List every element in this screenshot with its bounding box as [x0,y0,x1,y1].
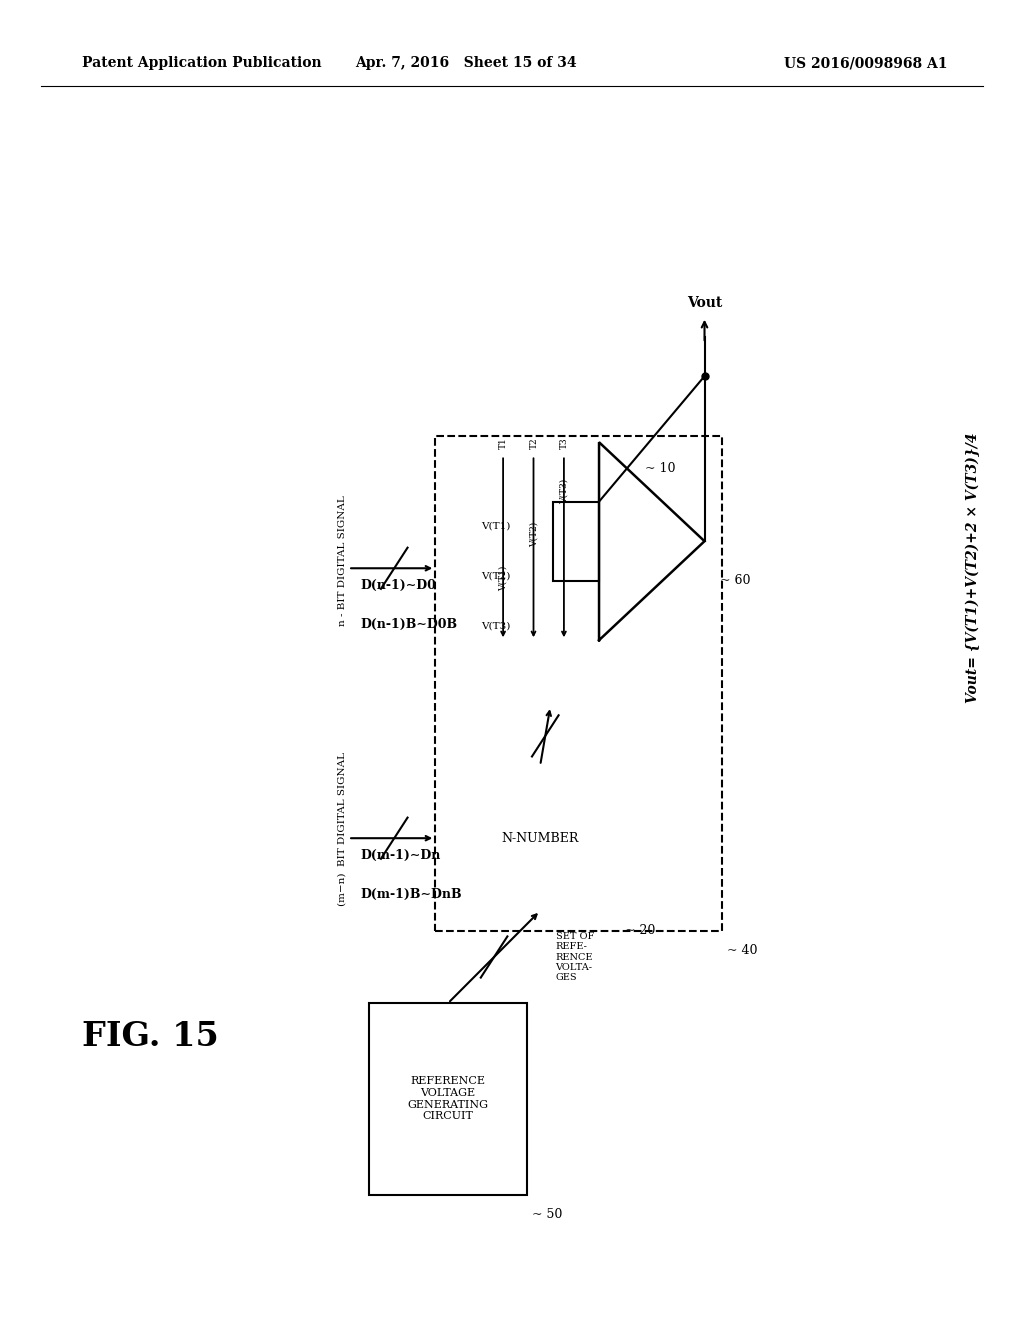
Text: T2: T2 [529,437,539,449]
Text: D(m-1)B∼DnB: D(m-1)B∼DnB [360,888,462,902]
Text: ~ 10: ~ 10 [645,462,676,475]
Text: V(T2): V(T2) [529,521,539,546]
Text: V(T3): V(T3) [481,622,511,631]
Text: V(T1): V(T1) [499,565,508,591]
Text: D(n-1)∼D0: D(n-1)∼D0 [360,578,436,591]
Text: ~ 40: ~ 40 [727,944,758,957]
Text: Apr. 7, 2016   Sheet 15 of 34: Apr. 7, 2016 Sheet 15 of 34 [355,57,577,70]
Text: V(T2): V(T2) [481,572,511,581]
Text: T1: T1 [499,437,508,449]
Text: US 2016/0098968 A1: US 2016/0098968 A1 [783,57,947,70]
Text: REFERENCE
VOLTAGE
GENERATING
CIRCUIT: REFERENCE VOLTAGE GENERATING CIRCUIT [408,1077,488,1121]
Text: Vout= {V(T1)+V(T2)+2 × V(T3)}/4: Vout= {V(T1)+V(T2)+2 × V(T3)}/4 [966,433,980,702]
Text: (m−n)  BIT DIGITAL SIGNAL: (m−n) BIT DIGITAL SIGNAL [338,752,347,907]
Text: ~ 50: ~ 50 [532,1208,563,1221]
Text: n - BIT DIGITAL SIGNAL: n - BIT DIGITAL SIGNAL [338,495,347,627]
Text: N-NUMBER: N-NUMBER [502,832,579,845]
Text: T3: T3 [560,437,568,449]
Bar [435,436,722,931]
Text: D(m-1)∼Dn: D(m-1)∼Dn [360,849,440,862]
Bar [369,1003,527,1195]
Text: D(n-1)B∼D0B: D(n-1)B∼D0B [360,618,458,631]
Bar [466,766,614,911]
Text: FIG. 15: FIG. 15 [82,1019,219,1053]
Text: Patent Application Publication: Patent Application Publication [82,57,322,70]
Bar [466,455,635,706]
Text: ~ 60: ~ 60 [720,574,751,587]
Text: Vout: Vout [687,296,722,310]
Bar [553,502,599,581]
Text: SET OF
REFE-
RENCE
VOLTA-
GES: SET OF REFE- RENCE VOLTA- GES [555,932,594,982]
Text: ~ 20: ~ 20 [625,924,655,937]
Text: V(T3): V(T3) [560,478,568,503]
Text: V(T1): V(T1) [481,521,511,531]
